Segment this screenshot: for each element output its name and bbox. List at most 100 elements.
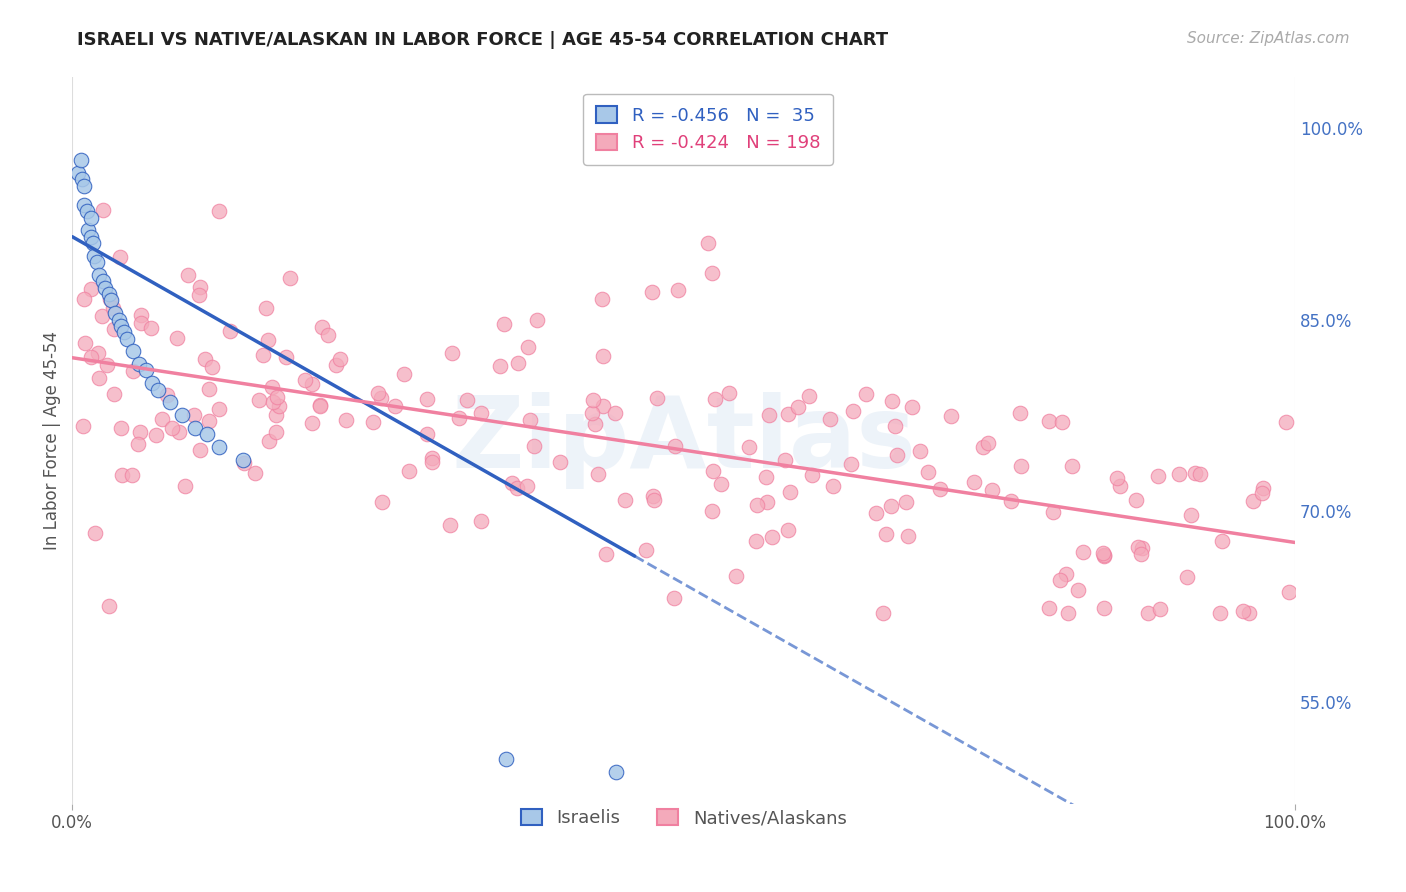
Point xyxy=(447,411,470,425)
Point xyxy=(634,543,657,558)
Point xyxy=(917,465,939,479)
Point xyxy=(1067,582,1090,597)
Point xyxy=(1125,493,1147,508)
Point xyxy=(117,332,139,346)
Point xyxy=(195,427,218,442)
Point xyxy=(745,534,768,549)
Point xyxy=(1050,415,1073,429)
Point xyxy=(664,439,686,453)
Point xyxy=(841,457,863,471)
Point xyxy=(91,274,114,288)
Point xyxy=(301,416,323,430)
Point xyxy=(1042,505,1064,519)
Point xyxy=(96,359,118,373)
Point xyxy=(591,292,613,306)
Point xyxy=(80,350,103,364)
Point xyxy=(758,408,780,422)
Point xyxy=(779,485,801,500)
Point xyxy=(582,392,605,407)
Point xyxy=(897,529,920,543)
Point xyxy=(80,282,103,296)
Point xyxy=(755,494,778,508)
Point xyxy=(700,266,723,280)
Point xyxy=(1092,548,1115,562)
Point xyxy=(91,202,114,217)
Point xyxy=(89,268,111,282)
Point xyxy=(77,223,100,237)
Point xyxy=(367,386,389,401)
Point xyxy=(187,287,209,301)
Point xyxy=(645,391,668,405)
Point xyxy=(1038,414,1060,428)
Point xyxy=(232,452,254,467)
Point xyxy=(717,385,740,400)
Point xyxy=(963,475,986,490)
Point xyxy=(420,455,443,469)
Point xyxy=(894,495,917,509)
Point xyxy=(188,442,211,457)
Legend: Israelis, Natives/Alaskans: Israelis, Natives/Alaskans xyxy=(513,802,853,835)
Point xyxy=(262,395,284,409)
Point xyxy=(267,399,290,413)
Point xyxy=(523,439,546,453)
Point xyxy=(662,591,685,606)
Point xyxy=(420,450,443,465)
Point xyxy=(929,482,952,496)
Point xyxy=(79,229,101,244)
Point xyxy=(73,178,96,193)
Point xyxy=(73,198,96,212)
Point xyxy=(1128,540,1150,554)
Point xyxy=(1278,585,1301,599)
Point xyxy=(775,453,797,467)
Point xyxy=(76,204,98,219)
Point xyxy=(370,391,392,405)
Point xyxy=(872,606,894,620)
Point xyxy=(257,333,280,347)
Point xyxy=(129,425,152,439)
Point xyxy=(335,413,357,427)
Text: ISRAELI VS NATIVE/ALASKAN IN LABOR FORCE | AGE 45-54 CORRELATION CHART: ISRAELI VS NATIVE/ALASKAN IN LABOR FORCE… xyxy=(77,31,889,49)
Point xyxy=(90,309,112,323)
Point xyxy=(198,382,221,396)
Point xyxy=(145,428,167,442)
Point xyxy=(104,306,127,320)
Point xyxy=(100,293,122,308)
Point xyxy=(264,408,287,422)
Point xyxy=(98,292,121,306)
Y-axis label: In Labor Force | Age 45-54: In Labor Force | Age 45-54 xyxy=(44,331,60,550)
Point xyxy=(489,359,512,373)
Point xyxy=(128,357,150,371)
Point xyxy=(1211,534,1233,549)
Point xyxy=(150,411,173,425)
Point xyxy=(135,363,157,377)
Point xyxy=(86,255,108,269)
Point xyxy=(800,468,823,483)
Point xyxy=(841,404,863,418)
Point xyxy=(392,368,415,382)
Point xyxy=(79,211,101,225)
Point xyxy=(501,476,523,491)
Point xyxy=(278,271,301,285)
Point xyxy=(87,346,110,360)
Point xyxy=(526,312,548,326)
Point xyxy=(875,527,897,541)
Point xyxy=(311,319,333,334)
Point xyxy=(786,401,808,415)
Point xyxy=(1250,485,1272,500)
Point xyxy=(156,388,179,402)
Point xyxy=(103,322,125,336)
Point xyxy=(592,349,614,363)
Point xyxy=(641,489,664,503)
Point xyxy=(67,166,90,180)
Point xyxy=(73,292,96,306)
Point xyxy=(254,301,277,316)
Point xyxy=(110,250,132,264)
Point xyxy=(1071,544,1094,558)
Point xyxy=(110,421,132,435)
Point xyxy=(129,308,152,322)
Point xyxy=(127,436,149,450)
Point xyxy=(174,479,197,493)
Point xyxy=(516,479,538,493)
Point xyxy=(1132,541,1154,556)
Point xyxy=(89,371,111,385)
